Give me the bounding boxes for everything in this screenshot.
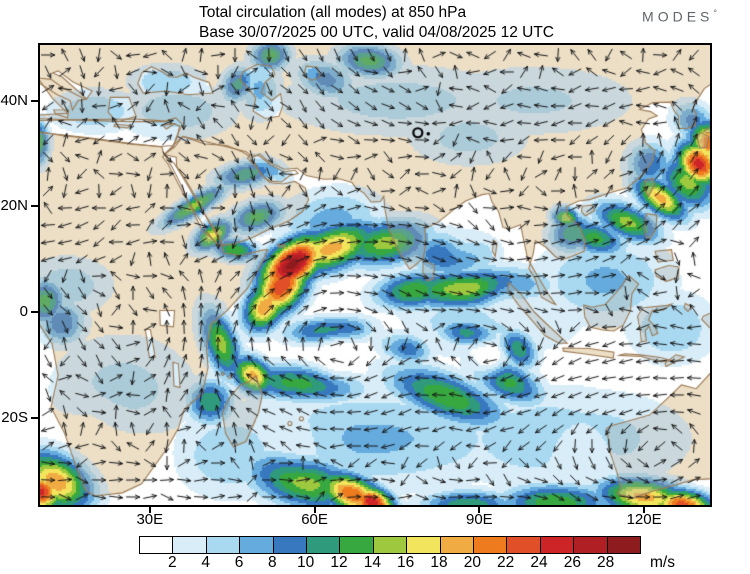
colorbar-segment (606, 537, 641, 553)
colorbar-tick-label: 20 (463, 554, 481, 571)
lon-tick (313, 506, 316, 513)
lat-tick-label: 20S (1, 408, 28, 426)
wind-speed-colorbar (139, 536, 641, 554)
colorbar-tick-label: 26 (563, 554, 581, 571)
lon-tick (148, 506, 151, 513)
colorbar-segment (506, 537, 540, 553)
colorbar-tick-label: 16 (397, 554, 415, 571)
colorbar-tick-label: 6 (234, 554, 244, 571)
colorbar-tick-label: 24 (530, 554, 548, 571)
lat-tick (31, 311, 38, 313)
chart-title: Total circulation (all modes) at 850 hPa (199, 4, 467, 21)
colorbar-tick-label: 14 (363, 554, 381, 571)
colorbar-segment (372, 537, 407, 553)
colorbar-segment (573, 537, 607, 553)
colorbar-tick-label: 28 (597, 554, 615, 571)
map-plot-area (38, 43, 712, 507)
colorbar-segment (205, 537, 240, 553)
lon-tick-label: 60E (301, 511, 328, 528)
modes-logo-text: MODES (642, 8, 714, 25)
colorbar-segment (239, 537, 273, 553)
colorbar-segment (140, 537, 173, 553)
colorbar-tick-label: 2 (168, 554, 177, 571)
wind-map-canvas (40, 45, 710, 505)
lat-tick-label: 20N (0, 197, 28, 215)
modes-logo-mark: ° (713, 8, 717, 18)
colorbar-segment (306, 537, 340, 553)
colorbar-tick-label: 4 (201, 554, 210, 571)
modes-logo: MODES° (642, 8, 717, 25)
lon-tick-label: 90E (465, 511, 493, 528)
lat-tick-label: 0 (19, 303, 28, 320)
colorbar-unit-label: m/s (650, 554, 675, 571)
colorbar-segment (539, 537, 574, 553)
chart-subtitle: Base 30/07/2025 00 UTC, valid 04/08/2025… (199, 23, 555, 41)
chart-title-block: Total circulation (all modes) at 850 hPa… (199, 3, 554, 42)
lon-tick (643, 506, 646, 513)
colorbar-segment (439, 537, 474, 553)
colorbar-segment (406, 537, 440, 553)
lat-tick (31, 205, 38, 208)
colorbar-tick-label: 10 (297, 554, 315, 571)
lon-tick-label: 120E (626, 511, 662, 528)
lat-tick-label: 40N (0, 91, 28, 109)
lat-tick (31, 416, 38, 419)
colorbar-tick-label: 12 (330, 554, 348, 571)
colorbar-tick-label: 8 (268, 554, 277, 571)
colorbar-segment (473, 537, 507, 553)
lon-tick (478, 506, 481, 513)
colorbar-tick-label: 22 (497, 554, 515, 571)
colorbar-tick-label: 18 (430, 554, 448, 571)
colorbar-segment (172, 537, 206, 553)
lat-tick (31, 99, 38, 102)
lon-tick-label: 30E (136, 511, 164, 528)
colorbar-segment (272, 537, 307, 553)
colorbar-segment (339, 537, 373, 553)
